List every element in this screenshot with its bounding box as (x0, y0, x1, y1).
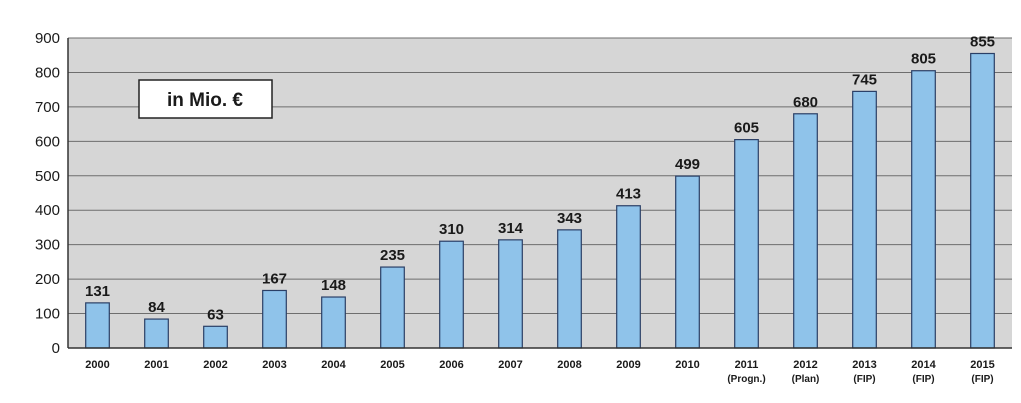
x-tick-sublabel: (FIP) (971, 374, 993, 385)
x-tick-label: 2013 (852, 359, 876, 371)
data-label: 310 (439, 221, 464, 238)
x-tick-label: 2014 (911, 359, 936, 371)
x-tick-label: 2010 (675, 359, 699, 371)
y-tick-label: 700 (35, 99, 60, 116)
data-labels: 131 84 63 167 148 235 310 314 343 413 499 605 680 745… (85, 34, 995, 324)
data-label: 499 (675, 156, 700, 173)
bar (321, 296, 346, 349)
bars (85, 52, 995, 349)
y-tick-label: 100 (35, 306, 60, 323)
x-tick-label: 2006 (439, 359, 463, 371)
data-label: 680 (793, 94, 818, 111)
x-tick-label: 2008 (557, 359, 581, 371)
data-label: 63 (207, 306, 224, 323)
unit-box: in Mio. € (138, 79, 273, 119)
data-label: 131 (85, 283, 110, 300)
y-tick-label: 300 (35, 237, 60, 254)
data-label: 805 (911, 51, 936, 68)
bar (616, 205, 641, 349)
bar (380, 266, 405, 349)
bar (557, 229, 582, 349)
data-label: 235 (380, 247, 405, 264)
data-label: 745 (852, 71, 877, 88)
bar (734, 139, 759, 349)
data-label: 314 (498, 220, 524, 237)
y-axis-ticks: 0 100 200 300 400 500 600 700 800 900 (35, 30, 60, 357)
y-tick-label: 800 (35, 64, 60, 81)
x-tick-label: 2007 (498, 359, 522, 371)
bar (203, 325, 228, 349)
x-tick-label: 2011 (735, 359, 759, 371)
data-label: 148 (321, 277, 346, 294)
x-tick-label: 2002 (203, 359, 227, 371)
data-label: 167 (262, 270, 287, 287)
x-tick-label: 2000 (85, 359, 109, 371)
data-label: 413 (616, 186, 641, 203)
bar (439, 240, 464, 349)
data-label: 343 (557, 210, 582, 227)
y-tick-label: 200 (35, 271, 60, 288)
y-tick-label: 400 (35, 202, 60, 219)
y-tick-label: 600 (35, 133, 60, 150)
x-tick-sublabel: (Progn.) (727, 374, 765, 385)
bar (498, 239, 523, 349)
bar (85, 302, 110, 349)
x-tick-label: 2012 (793, 359, 817, 371)
bar (793, 113, 818, 349)
x-tick-label: 2003 (262, 359, 286, 371)
bar (970, 52, 995, 349)
data-label: 855 (970, 34, 995, 51)
x-tick-sublabel: (Plan) (792, 374, 820, 385)
unit-box-label: in Mio. € (167, 90, 243, 111)
data-label: 605 (734, 120, 759, 137)
bar (144, 318, 169, 349)
y-tick-label: 0 (52, 340, 60, 357)
x-tick-label: 2001 (144, 359, 168, 371)
data-label: 84 (148, 299, 165, 316)
x-tick-sublabel: (FIP) (853, 374, 875, 385)
bar (911, 70, 936, 349)
x-tick-sublabel: (FIP) (912, 374, 934, 385)
x-tick-label: 2004 (321, 359, 346, 371)
bar (262, 289, 287, 349)
x-tick-label: 2009 (616, 359, 640, 371)
y-tick-label: 500 (35, 168, 60, 185)
bar (675, 175, 700, 349)
unit-box-frame (138, 79, 273, 119)
x-tick-label: 2005 (380, 359, 404, 371)
x-tick-label: 2015 (970, 359, 994, 371)
y-tick-label: 900 (35, 30, 60, 47)
bar (852, 90, 877, 349)
x-axis-ticks: 2000 2001 2002 2003 2004 2005 2006 2007 2008 2009… (85, 359, 994, 385)
